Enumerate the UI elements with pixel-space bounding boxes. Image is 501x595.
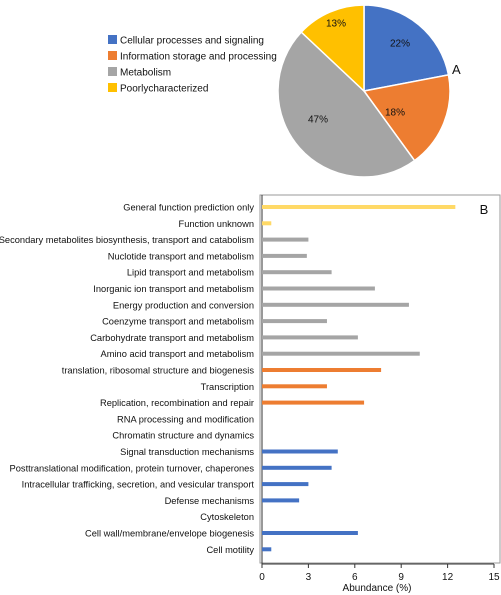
x-tick-label: 15 — [488, 572, 500, 583]
category-label: Energy production and conversion — [113, 300, 254, 310]
bar — [262, 400, 365, 405]
category-label: Chromatin structure and dynamics — [112, 431, 254, 441]
pie-slice-label: 47% — [308, 115, 328, 126]
category-label: Carbohydrate transport and metabolism — [90, 333, 254, 343]
legend-label: Metabolism — [120, 68, 171, 79]
category-label: Lipid transport and metabolism — [127, 268, 254, 278]
category-label: Signal transduction mechanisms — [120, 447, 254, 457]
category-label: Cell motility — [206, 545, 254, 555]
bar — [262, 498, 300, 503]
category-label: translation, ribosomal structure and bio… — [62, 366, 255, 376]
x-tick-label: 9 — [398, 572, 404, 583]
category-label: Transcription — [201, 382, 254, 392]
pie-slice-label: 13% — [326, 19, 346, 30]
category-label: Replication, recombination and repair — [100, 398, 254, 408]
bar — [262, 205, 456, 209]
x-tick-label: 0 — [259, 572, 265, 583]
category-label: Intracellular trafficking, secretion, an… — [22, 480, 255, 490]
x-axis-title: Abundance (%) — [343, 583, 412, 594]
bar — [262, 547, 272, 552]
category-label: RNA processing and modification — [117, 414, 254, 424]
category-label: Nuclotide transport and metabolism — [108, 251, 254, 261]
pie-slice — [363, 4, 450, 92]
pie-slice — [362, 74, 451, 162]
pie-chart: 22% 18% 47% 13% Cellular processes and signa… — [108, 4, 451, 178]
x-tick-label: 6 — [352, 572, 358, 583]
plot-frame — [259, 194, 501, 564]
bar — [262, 482, 309, 487]
category-label: Coenzyme transport and metabolism — [102, 317, 254, 327]
category-label: Amino acid transport and metabolism — [101, 349, 255, 359]
pie-slice-label: 18% — [385, 108, 405, 119]
bar — [262, 237, 309, 242]
category-label: Function unknown — [179, 219, 254, 229]
panel-label-b: B — [480, 202, 489, 217]
bar — [262, 253, 307, 258]
x-tick-label: 3 — [306, 572, 312, 583]
category-label: General function prediction only — [123, 203, 254, 213]
pie-slice-label: 22% — [390, 39, 410, 50]
legend-swatch — [108, 83, 117, 92]
bar — [262, 286, 375, 291]
legend-label: Information storage and processing — [120, 52, 277, 63]
bar — [262, 335, 358, 340]
bar — [262, 531, 358, 535]
category-label: Secondary metabolites biosynthesis, tran… — [0, 235, 254, 245]
legend-label: Poorlycharacterized — [120, 84, 208, 95]
legend-label: Cellular processes and signaling — [120, 36, 264, 47]
bar — [262, 465, 332, 470]
x-tick-label: 12 — [442, 572, 454, 583]
legend-swatch — [108, 51, 117, 60]
bar — [262, 221, 272, 226]
legend-swatch — [108, 35, 117, 44]
bar — [262, 368, 382, 372]
panel-label-a: A — [452, 62, 461, 77]
pie-slice — [277, 31, 416, 178]
bar — [262, 449, 338, 454]
category-label: Cytoskeleton — [200, 512, 254, 522]
bar — [262, 319, 327, 324]
category-label: Posttranslational modification, protein … — [10, 463, 255, 473]
bar — [262, 351, 420, 356]
category-label: Cell wall/membrane/envelope biogenesis — [85, 529, 254, 539]
bar — [262, 302, 409, 307]
legend-swatch — [108, 67, 117, 76]
category-label: Inorganic ion transport and metabolism — [93, 284, 254, 294]
bar — [262, 384, 327, 389]
category-label: Defense mechanisms — [165, 496, 255, 506]
bar — [262, 270, 332, 275]
pie-slice — [300, 4, 365, 93]
